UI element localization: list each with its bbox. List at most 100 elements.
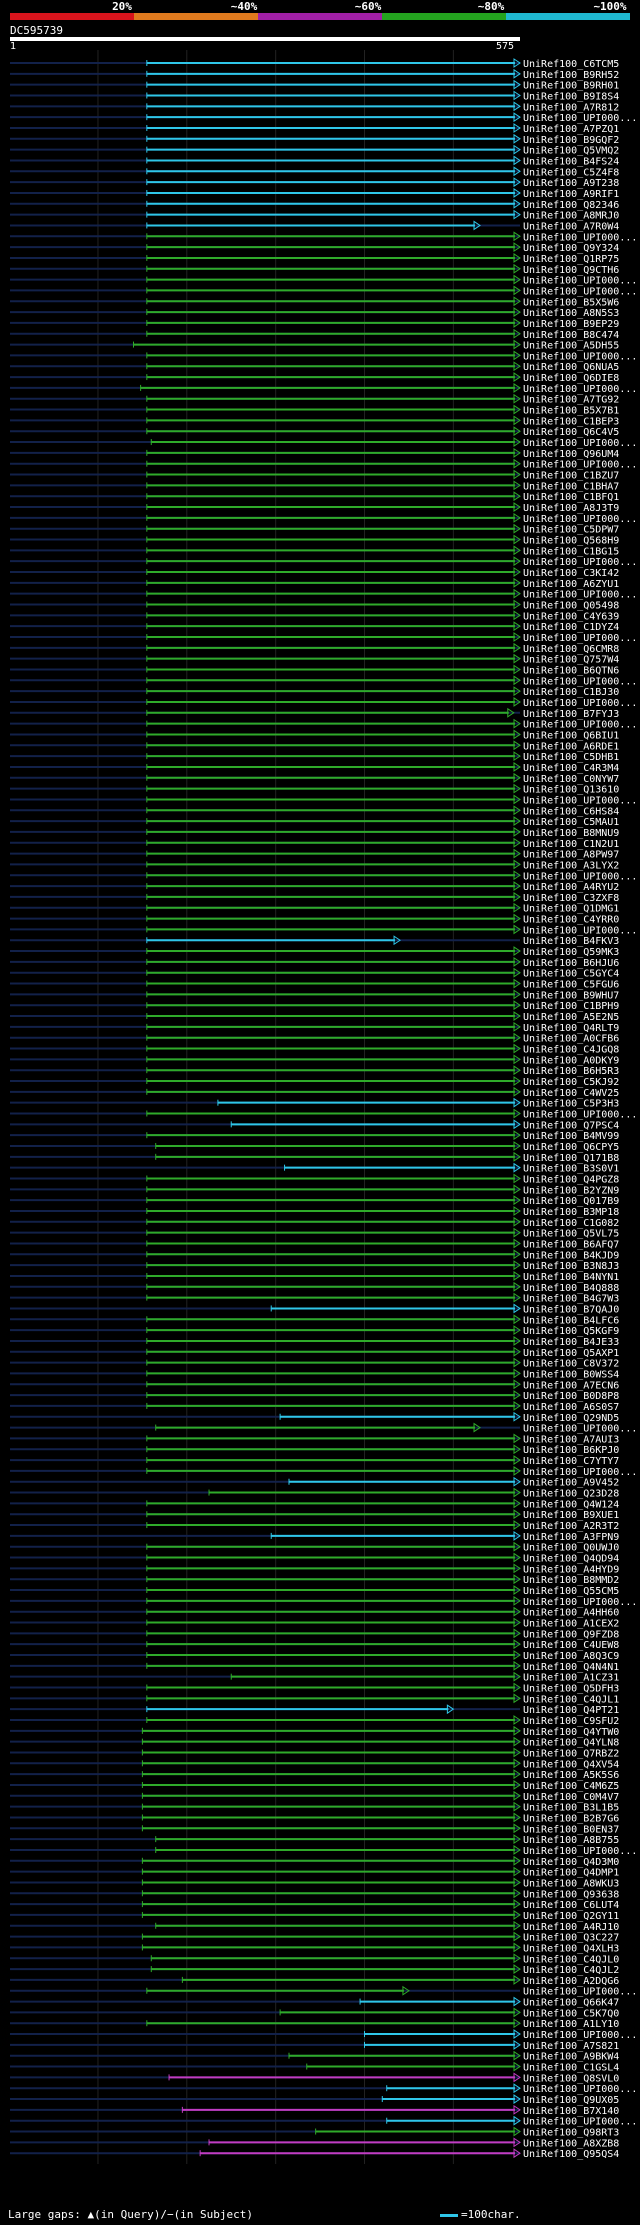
- hit-label[interactable]: UniRef100_A5K5S6: [523, 1770, 619, 1781]
- hit-label[interactable]: UniRef100_Q6NUA5: [523, 362, 619, 373]
- hit-label[interactable]: UniRef100_Q9Y324: [523, 243, 619, 254]
- hit-label[interactable]: UniRef100_UPI000...: [523, 2030, 637, 2041]
- hit-label[interactable]: UniRef100_Q82346: [523, 200, 619, 211]
- hit-label[interactable]: UniRef100_A9T238: [523, 178, 619, 189]
- hit-label[interactable]: UniRef100_Q98RT3: [523, 2128, 619, 2139]
- hit-label[interactable]: UniRef100_UPI000...: [523, 1987, 637, 1998]
- hit-label[interactable]: UniRef100_C3ZXF8: [523, 893, 619, 904]
- hit-label[interactable]: UniRef100_C5FGU6: [523, 980, 619, 991]
- hit-label[interactable]: UniRef100_UPI000...: [523, 514, 637, 525]
- hit-label[interactable]: UniRef100_A0CFB6: [523, 1034, 619, 1045]
- hit-label[interactable]: UniRef100_UPI000...: [523, 460, 637, 471]
- hit-label[interactable]: UniRef100_A9V452: [523, 1478, 619, 1489]
- hit-label[interactable]: UniRef100_B4FKV3: [523, 936, 619, 947]
- hit-label[interactable]: UniRef100_Q96UM4: [523, 449, 619, 460]
- hit-label[interactable]: UniRef100_B7FYJ3: [523, 709, 619, 720]
- hit-label[interactable]: UniRef100_Q568H9: [523, 536, 619, 547]
- hit-label[interactable]: UniRef100_Q171B8: [523, 1153, 619, 1164]
- hit-label[interactable]: UniRef100_Q017B9: [523, 1196, 619, 1207]
- hit-label[interactable]: UniRef100_C1BPH9: [523, 1001, 619, 1012]
- hit-label[interactable]: UniRef100_C4UEW8: [523, 1640, 619, 1651]
- hit-label[interactable]: UniRef100_Q4PT21: [523, 1705, 619, 1716]
- hit-label[interactable]: UniRef100_A0DKY9: [523, 1055, 619, 1066]
- hit-label[interactable]: UniRef100_Q59MK3: [523, 947, 619, 958]
- hit-label[interactable]: UniRef100_C6TCM5: [523, 59, 619, 70]
- hit-label[interactable]: UniRef100_C6LUT4: [523, 1900, 619, 1911]
- hit-label[interactable]: UniRef100_A8Q3C9: [523, 1651, 619, 1662]
- hit-label[interactable]: UniRef100_Q757W4: [523, 655, 619, 666]
- hit-label[interactable]: UniRef100_Q5DFH3: [523, 1684, 619, 1695]
- hit-label[interactable]: UniRef100_Q4W124: [523, 1499, 619, 1510]
- hit-label[interactable]: UniRef100_C4JGQ8: [523, 1045, 619, 1056]
- hit-label[interactable]: UniRef100_A5DH55: [523, 341, 619, 352]
- hit-label[interactable]: UniRef100_C7YTY7: [523, 1456, 619, 1467]
- hit-label[interactable]: UniRef100_A3LYX2: [523, 860, 619, 871]
- hit-label[interactable]: UniRef100_B8C474: [523, 330, 619, 341]
- hit-label[interactable]: UniRef100_Q6C4V5: [523, 427, 619, 438]
- hit-label[interactable]: UniRef100_A8XZB8: [523, 2138, 619, 2149]
- hit-label[interactable]: UniRef100_A7R0W4: [523, 221, 619, 232]
- hit-label[interactable]: UniRef100_UPI000...: [523, 557, 637, 568]
- hit-label[interactable]: UniRef100_Q0UWJ0: [523, 1543, 619, 1554]
- hit-label[interactable]: UniRef100_UPI000...: [523, 232, 637, 243]
- hit-label[interactable]: UniRef100_Q4D3M0: [523, 1857, 619, 1868]
- hit-label[interactable]: UniRef100_Q05498: [523, 601, 619, 612]
- hit-label[interactable]: UniRef100_C4QJL1: [523, 1694, 619, 1705]
- hit-label[interactable]: UniRef100_B4Q888: [523, 1283, 619, 1294]
- hit-label[interactable]: UniRef100_A6RDE1: [523, 741, 619, 752]
- hit-label[interactable]: UniRef100_B6HJU6: [523, 958, 619, 969]
- hit-label[interactable]: UniRef100_A4HH60: [523, 1608, 619, 1619]
- hit-label[interactable]: UniRef100_Q4PGZ8: [523, 1174, 619, 1185]
- hit-label[interactable]: UniRef100_Q13610: [523, 785, 619, 796]
- hit-label[interactable]: UniRef100_UPI000...: [523, 720, 637, 731]
- hit-label[interactable]: UniRef100_Q5VL75: [523, 1229, 619, 1240]
- hit-label[interactable]: UniRef100_B9RH01: [523, 81, 619, 92]
- hit-label[interactable]: UniRef100_C4YRR0: [523, 915, 619, 926]
- hit-label[interactable]: UniRef100_Q5VMQ2: [523, 146, 619, 157]
- hit-label[interactable]: UniRef100_B4FS24: [523, 156, 619, 167]
- hit-label[interactable]: UniRef100_UPI000...: [523, 276, 637, 287]
- hit-label[interactable]: UniRef100_C0M4V7: [523, 1792, 619, 1803]
- hit-label[interactable]: UniRef100_Q7RBZ2: [523, 1748, 619, 1759]
- hit-label[interactable]: UniRef100_A1LY10: [523, 2019, 619, 2030]
- hit-label[interactable]: UniRef100_B5X7B1: [523, 406, 619, 417]
- hit-label[interactable]: UniRef100_UPI000...: [523, 1110, 637, 1121]
- hit-label[interactable]: UniRef100_B6AFQ7: [523, 1239, 619, 1250]
- hit-label[interactable]: UniRef100_A2DQG6: [523, 1976, 619, 1987]
- hit-label[interactable]: UniRef100_C1BHA7: [523, 481, 619, 492]
- hit-label[interactable]: UniRef100_B7X140: [523, 2106, 619, 2117]
- hit-label[interactable]: UniRef100_UPI000...: [523, 113, 637, 124]
- hit-label[interactable]: UniRef100_C4Y639: [523, 611, 619, 622]
- hit-label[interactable]: UniRef100_C5DHB1: [523, 752, 619, 763]
- hit-label[interactable]: UniRef100_Q6CPY5: [523, 1142, 619, 1153]
- hit-label[interactable]: UniRef100_UPI000...: [523, 795, 637, 806]
- hit-label[interactable]: UniRef100_A8MRJ0: [523, 211, 619, 222]
- hit-label[interactable]: UniRef100_C6HS84: [523, 806, 619, 817]
- hit-label[interactable]: UniRef100_UPI000...: [523, 871, 637, 882]
- hit-label[interactable]: UniRef100_UPI000...: [523, 698, 637, 709]
- hit-label[interactable]: UniRef100_B6H5R3: [523, 1066, 619, 1077]
- hit-label[interactable]: UniRef100_B3MP18: [523, 1207, 619, 1218]
- hit-label[interactable]: UniRef100_B7QAJ0: [523, 1304, 619, 1315]
- hit-label[interactable]: UniRef100_B4MV99: [523, 1131, 619, 1142]
- hit-label[interactable]: UniRef100_Q1RP75: [523, 254, 619, 265]
- hit-label[interactable]: UniRef100_A7AUI3: [523, 1434, 619, 1445]
- hit-label[interactable]: UniRef100_B6KPJ0: [523, 1445, 619, 1456]
- hit-label[interactable]: UniRef100_A2R3T2: [523, 1521, 619, 1532]
- hit-label[interactable]: UniRef100_B3N8J3: [523, 1261, 619, 1272]
- hit-label[interactable]: UniRef100_Q6DIE8: [523, 373, 619, 384]
- hit-label[interactable]: UniRef100_C0NYW7: [523, 774, 619, 785]
- hit-label[interactable]: UniRef100_Q4YLN8: [523, 1738, 619, 1749]
- hit-label[interactable]: UniRef100_A4HYD9: [523, 1564, 619, 1575]
- hit-label[interactable]: UniRef100_Q5AXP1: [523, 1348, 619, 1359]
- hit-label[interactable]: UniRef100_Q4QD94: [523, 1554, 619, 1565]
- hit-label[interactable]: UniRef100_UPI000...: [523, 1846, 637, 1857]
- hit-label[interactable]: UniRef100_A8B755: [523, 1835, 619, 1846]
- hit-label[interactable]: UniRef100_B6QTN6: [523, 665, 619, 676]
- hit-label[interactable]: UniRef100_B0EN37: [523, 1824, 619, 1835]
- hit-label[interactable]: UniRef100_A7R812: [523, 102, 619, 113]
- hit-label[interactable]: UniRef100_UPI000...: [523, 925, 637, 936]
- hit-label[interactable]: UniRef100_Q9CTH6: [523, 265, 619, 276]
- hit-label[interactable]: UniRef100_C1BFQ1: [523, 492, 619, 503]
- hit-label[interactable]: UniRef100_C4R3M4: [523, 763, 619, 774]
